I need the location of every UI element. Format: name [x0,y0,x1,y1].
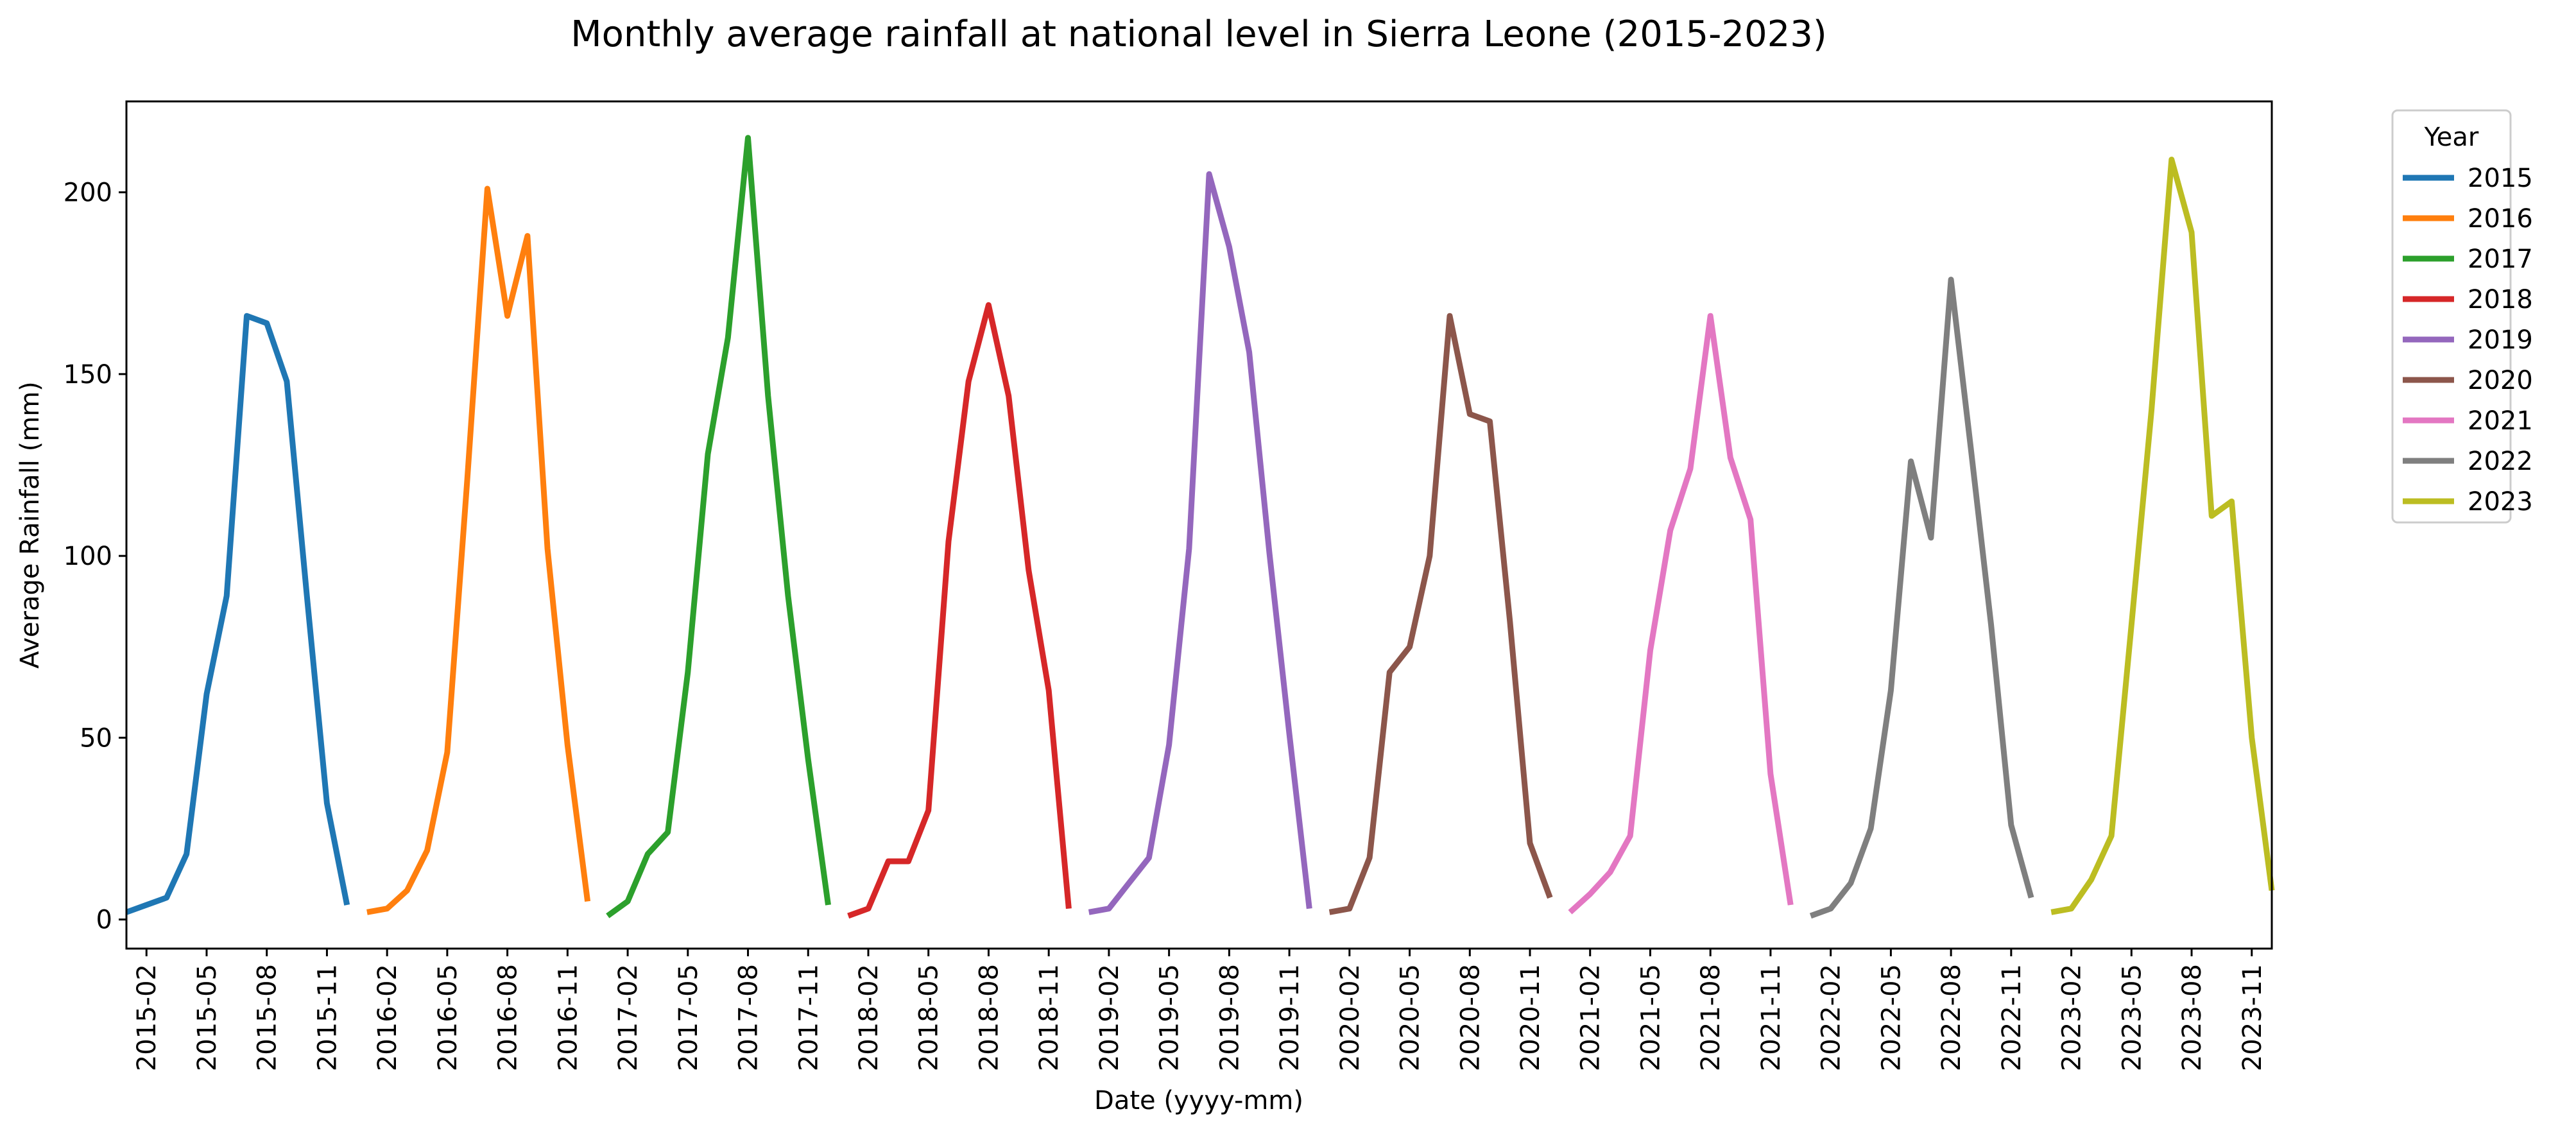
x-tick-label: 2015-05 [193,964,222,1071]
x-tick-label: 2022-05 [1876,964,1906,1071]
x-tick-label: 2016-08 [494,964,523,1071]
chart-title: Monthly average rainfall at national lev… [571,13,1826,55]
x-tick-label: 2017-05 [674,964,703,1071]
x-tick-label: 2022-11 [1997,964,2027,1071]
x-tick-label: 2021-02 [1576,964,1606,1071]
x-tick-label: 2016-05 [433,964,463,1071]
series-line-2023 [2050,157,2275,915]
x-tick-label: 2016-02 [373,964,402,1071]
x-tick-label: 2017-02 [614,964,643,1071]
x-axis: 2015-02 2015-05 2015-08 2015-11 2016-02 2016-… [132,949,2267,1071]
x-tick-label: 2022-08 [1937,964,1966,1071]
x-tick-label: 2020-11 [1516,964,1545,1071]
x-tick-label: 2018-11 [1035,964,1064,1071]
x-tick-label: 2018-05 [914,964,944,1071]
legend-label-2015: 2015 [2468,164,2533,193]
series-line-2019 [1088,171,1312,915]
x-tick-label: 2019-02 [1095,964,1124,1071]
x-axis-label: Date (yyyy-mm) [1094,1086,1303,1115]
x-tick-label: 2021-11 [1756,964,1786,1071]
y-axis-label: Average Rainfall (mm) [15,381,45,669]
plot-lines [125,135,2275,919]
legend-label-2020: 2020 [2468,366,2533,395]
x-tick-label: 2017-11 [794,964,823,1071]
x-tick-label: 2015-11 [313,964,342,1071]
series-line-2018 [847,302,1072,919]
x-tick-label: 2023-02 [2057,964,2087,1071]
legend-label-2016: 2016 [2468,204,2533,234]
y-tick-label: 50 [80,723,112,753]
series-line-2016 [366,185,591,915]
x-tick-label: 2016-11 [553,964,583,1071]
legend-label-2018: 2018 [2468,285,2533,314]
legend-title: Year [2424,123,2479,152]
x-tick-label: 2018-02 [854,964,884,1071]
x-tick-label: 2017-08 [734,964,764,1071]
y-tick-label: 200 [64,178,112,208]
y-tick-label: 0 [96,906,112,935]
series-line-2015 [125,313,350,915]
x-tick-label: 2023-08 [2177,964,2207,1071]
y-tick-label: 100 [64,542,112,571]
series-line-2022 [1809,277,2034,919]
x-tick-label: 2023-05 [2117,964,2147,1071]
x-tick-label: 2020-02 [1335,964,1365,1071]
series-line-2021 [1568,313,1794,915]
x-tick-label: 2020-05 [1396,964,1425,1071]
x-tick-label: 2023-11 [2238,964,2267,1071]
x-tick-label: 2015-02 [132,964,162,1071]
x-tick-label: 2022-02 [1817,964,1846,1071]
x-tick-label: 2021-08 [1696,964,1726,1071]
legend-label-2017: 2017 [2468,245,2533,274]
y-axis: 0 50 100 150 200 [64,178,126,935]
legend: Year 2015 2016 2017 2018 2019 2020 2021 2022 202… [2391,109,2533,524]
legend-label-2022: 2022 [2468,447,2533,476]
series-line-2020 [1328,313,1553,915]
y-tick-label: 150 [64,360,112,390]
legend-label-2023: 2023 [2468,487,2533,517]
legend-label-2019: 2019 [2468,325,2533,355]
x-tick-label: 2018-08 [974,964,1004,1071]
x-tick-label: 2019-05 [1155,964,1185,1071]
x-tick-label: 2020-08 [1455,964,1485,1071]
legend-label-2021: 2021 [2468,406,2533,436]
plot-frame [125,100,2273,950]
x-tick-label: 2021-05 [1636,964,1666,1071]
x-tick-label: 2019-11 [1275,964,1305,1071]
x-tick-label: 2019-08 [1215,964,1244,1071]
series-line-2017 [606,135,831,918]
x-tick-label: 2015-08 [253,964,282,1071]
